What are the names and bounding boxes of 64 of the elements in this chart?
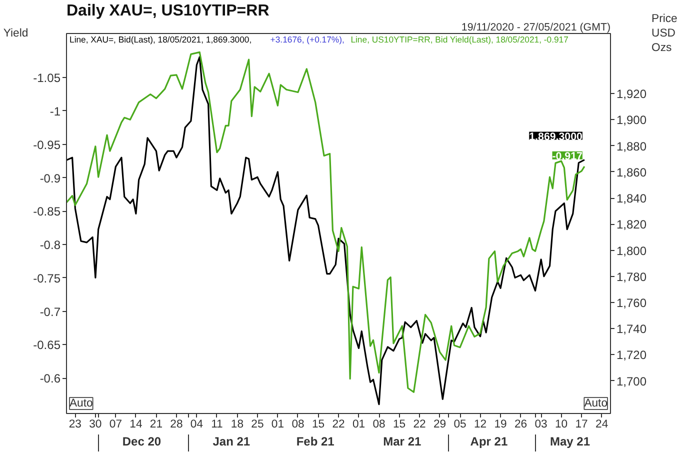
y2-axis-title: Price USD Ozs	[652, 13, 678, 54]
x-tick-label: 14	[130, 418, 142, 430]
y2-tick-label: 1,880	[616, 139, 647, 154]
x-tick-label: 04	[190, 418, 204, 430]
y-tick-label: -0.85	[33, 204, 61, 219]
x-tick-label: 03	[534, 418, 548, 430]
x-tick-label: 15	[312, 418, 325, 430]
x-tick-label: 12	[474, 418, 487, 430]
y2-tick-label: 1,760	[616, 296, 647, 310]
text: Line, US10YTIP=RR, Bid Yield(Last), 18/05/2021, -0.917	[350, 34, 569, 44]
y2-tick-label: 1,840	[616, 192, 647, 206]
x-tick-label: 22	[413, 418, 426, 430]
x-tick-label: 15	[392, 418, 406, 430]
y2-tick-label: 1,860	[616, 165, 647, 180]
x2-tick-label: Jan 21	[212, 434, 250, 448]
x-tick-label: 11	[211, 418, 223, 430]
x-tick-label: 01	[352, 418, 366, 430]
x2-tick-label: Feb 21	[296, 434, 335, 448]
x2-tick-label: Mar 21	[383, 434, 422, 448]
x-tick-label: 22	[332, 418, 345, 430]
data-label: -0.917	[552, 150, 583, 162]
x-tick-label: 19	[494, 418, 507, 430]
y-tick-label: -0.95	[33, 138, 61, 152]
text: Line, XAU=, Bid(Last), 18/05/2021, 1,869.3000,	[70, 34, 252, 44]
y2-tick-label: 1,900	[616, 113, 647, 128]
y2-tick-label: 1,700	[616, 374, 647, 388]
x-tick-label: 26	[514, 418, 528, 430]
data-label: 1,869.3000	[529, 130, 583, 143]
x-tick-label: 08	[372, 418, 386, 430]
x-tick-label: 30	[89, 418, 102, 430]
y2-tick-label: 1,800	[616, 244, 647, 258]
y-tick-label: -1.05	[33, 71, 61, 86]
x-tick-label: 05	[454, 418, 466, 430]
x2-tick-label: Apr 21	[470, 434, 508, 448]
x-tick-label: 17	[575, 418, 588, 430]
y-tick-label: -0.65	[33, 338, 61, 352]
y2-tick-label: 1,820	[616, 218, 647, 232]
x2-tick-label: Dec 20	[122, 434, 162, 448]
x-tick-label: 08	[292, 418, 304, 430]
y-tick-label: -0.7	[40, 304, 61, 319]
y-axis-title: Yield	[3, 28, 28, 40]
x-tick-label: 29	[433, 418, 446, 430]
x-tick-label: 25	[251, 418, 264, 430]
x2-tick-label: May 21	[550, 434, 590, 448]
chart-title: Daily XAU=, US10YTIP=RR	[66, 2, 270, 20]
x-tick-label: 10	[555, 418, 568, 430]
y2-tick-label: 1,740	[616, 322, 647, 336]
x-tick-label: 18	[230, 418, 244, 430]
x-tick-label: 07	[109, 418, 122, 430]
x-tick-label: 28	[170, 418, 183, 430]
y2-tick-label: 1,780	[616, 270, 647, 284]
chart-subtitle: 19/11/2020 - 27/05/2021 (GMT)	[461, 22, 610, 34]
y-tick-label: -0.6	[40, 372, 61, 386]
y-tick-label: -0.8	[40, 238, 61, 252]
y2-tick-label: 1,920	[616, 87, 647, 102]
x-tick-label: 21	[150, 418, 163, 430]
y-tick-label: -1	[50, 104, 61, 118]
x-tick-label: 01	[271, 418, 284, 430]
x-tick-label: 24	[596, 418, 608, 430]
y2-tick-label: 1,720	[616, 348, 647, 362]
y-tick-label: -0.9	[40, 171, 61, 186]
y-tick-label: -0.75	[33, 271, 61, 286]
annotation: +3.1676, (+0.17%),	[270, 34, 344, 44]
x-tick-label: 23	[68, 418, 82, 430]
